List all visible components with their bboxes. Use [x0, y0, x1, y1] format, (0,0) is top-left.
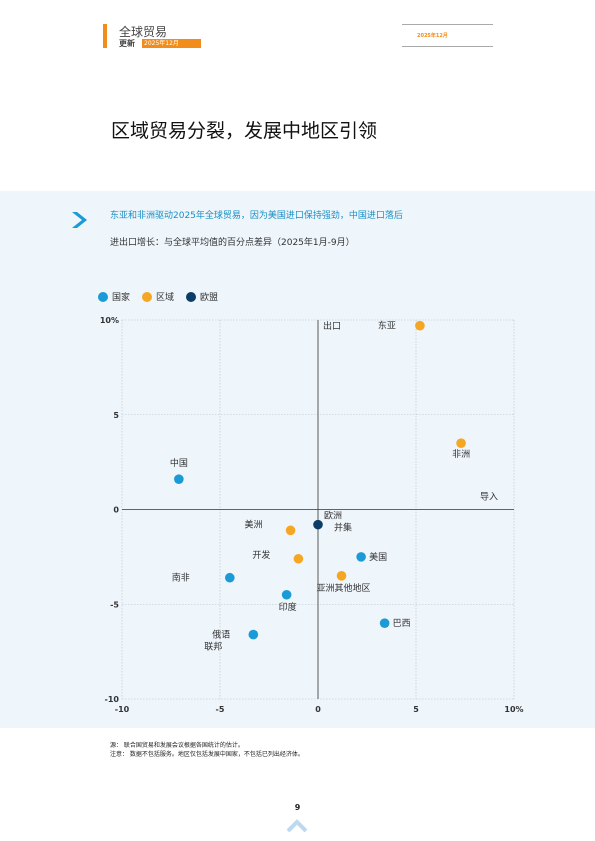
header-title: 全球贸易: [119, 25, 168, 39]
header-subtitle-tag: 2025年12月: [142, 39, 201, 48]
legend-label: 国家: [112, 293, 131, 303]
legend-item-region: 区域: [142, 290, 174, 303]
legend-dot: [142, 291, 153, 302]
legend-item-eu: 欧盟: [186, 290, 218, 303]
chart-axis-description: 进出口增长：与全球平均值的百分点差异（2025年1月-9月）: [110, 238, 355, 248]
legend-label: 区域: [156, 293, 175, 303]
chart-panel: [0, 191, 595, 728]
page-title: 区域贸易分裂，发展中地区引领: [111, 120, 378, 142]
legend-label: 欧盟: [200, 293, 219, 303]
chevron-right-icon: [72, 212, 87, 228]
header-date: 2025年12月: [417, 33, 448, 39]
footnotes: 源： 联合国贸易和发展会议根据各国统计的估计。 注意： 数据不包括服务。地区仅包…: [110, 741, 304, 759]
chart-subtitle: 东亚和非洲驱动2025年全球贸易，因为美国进口保持强劲，中国进口落后: [110, 211, 403, 221]
header-accent-bar: [103, 24, 107, 48]
chevron-up-icon[interactable]: [287, 818, 307, 832]
legend-dot: [98, 291, 108, 302]
footnote-source: 源： 联合国贸易和发展会议根据各国统计的估计。: [110, 742, 244, 749]
header-divider-top: [402, 24, 493, 25]
legend-dot: [186, 291, 197, 302]
footnote-note: 注意： 数据不包括服务。地区仅包括发展中国家，不包括已列出经济体。: [110, 751, 304, 758]
legend-item-country: 国家: [98, 290, 130, 303]
header-divider-bottom: [402, 46, 493, 47]
header-subtitle: 更新: [119, 39, 135, 48]
page-number: 9: [294, 803, 301, 812]
chart-legend: 国家 区域 欧盟: [98, 290, 218, 303]
